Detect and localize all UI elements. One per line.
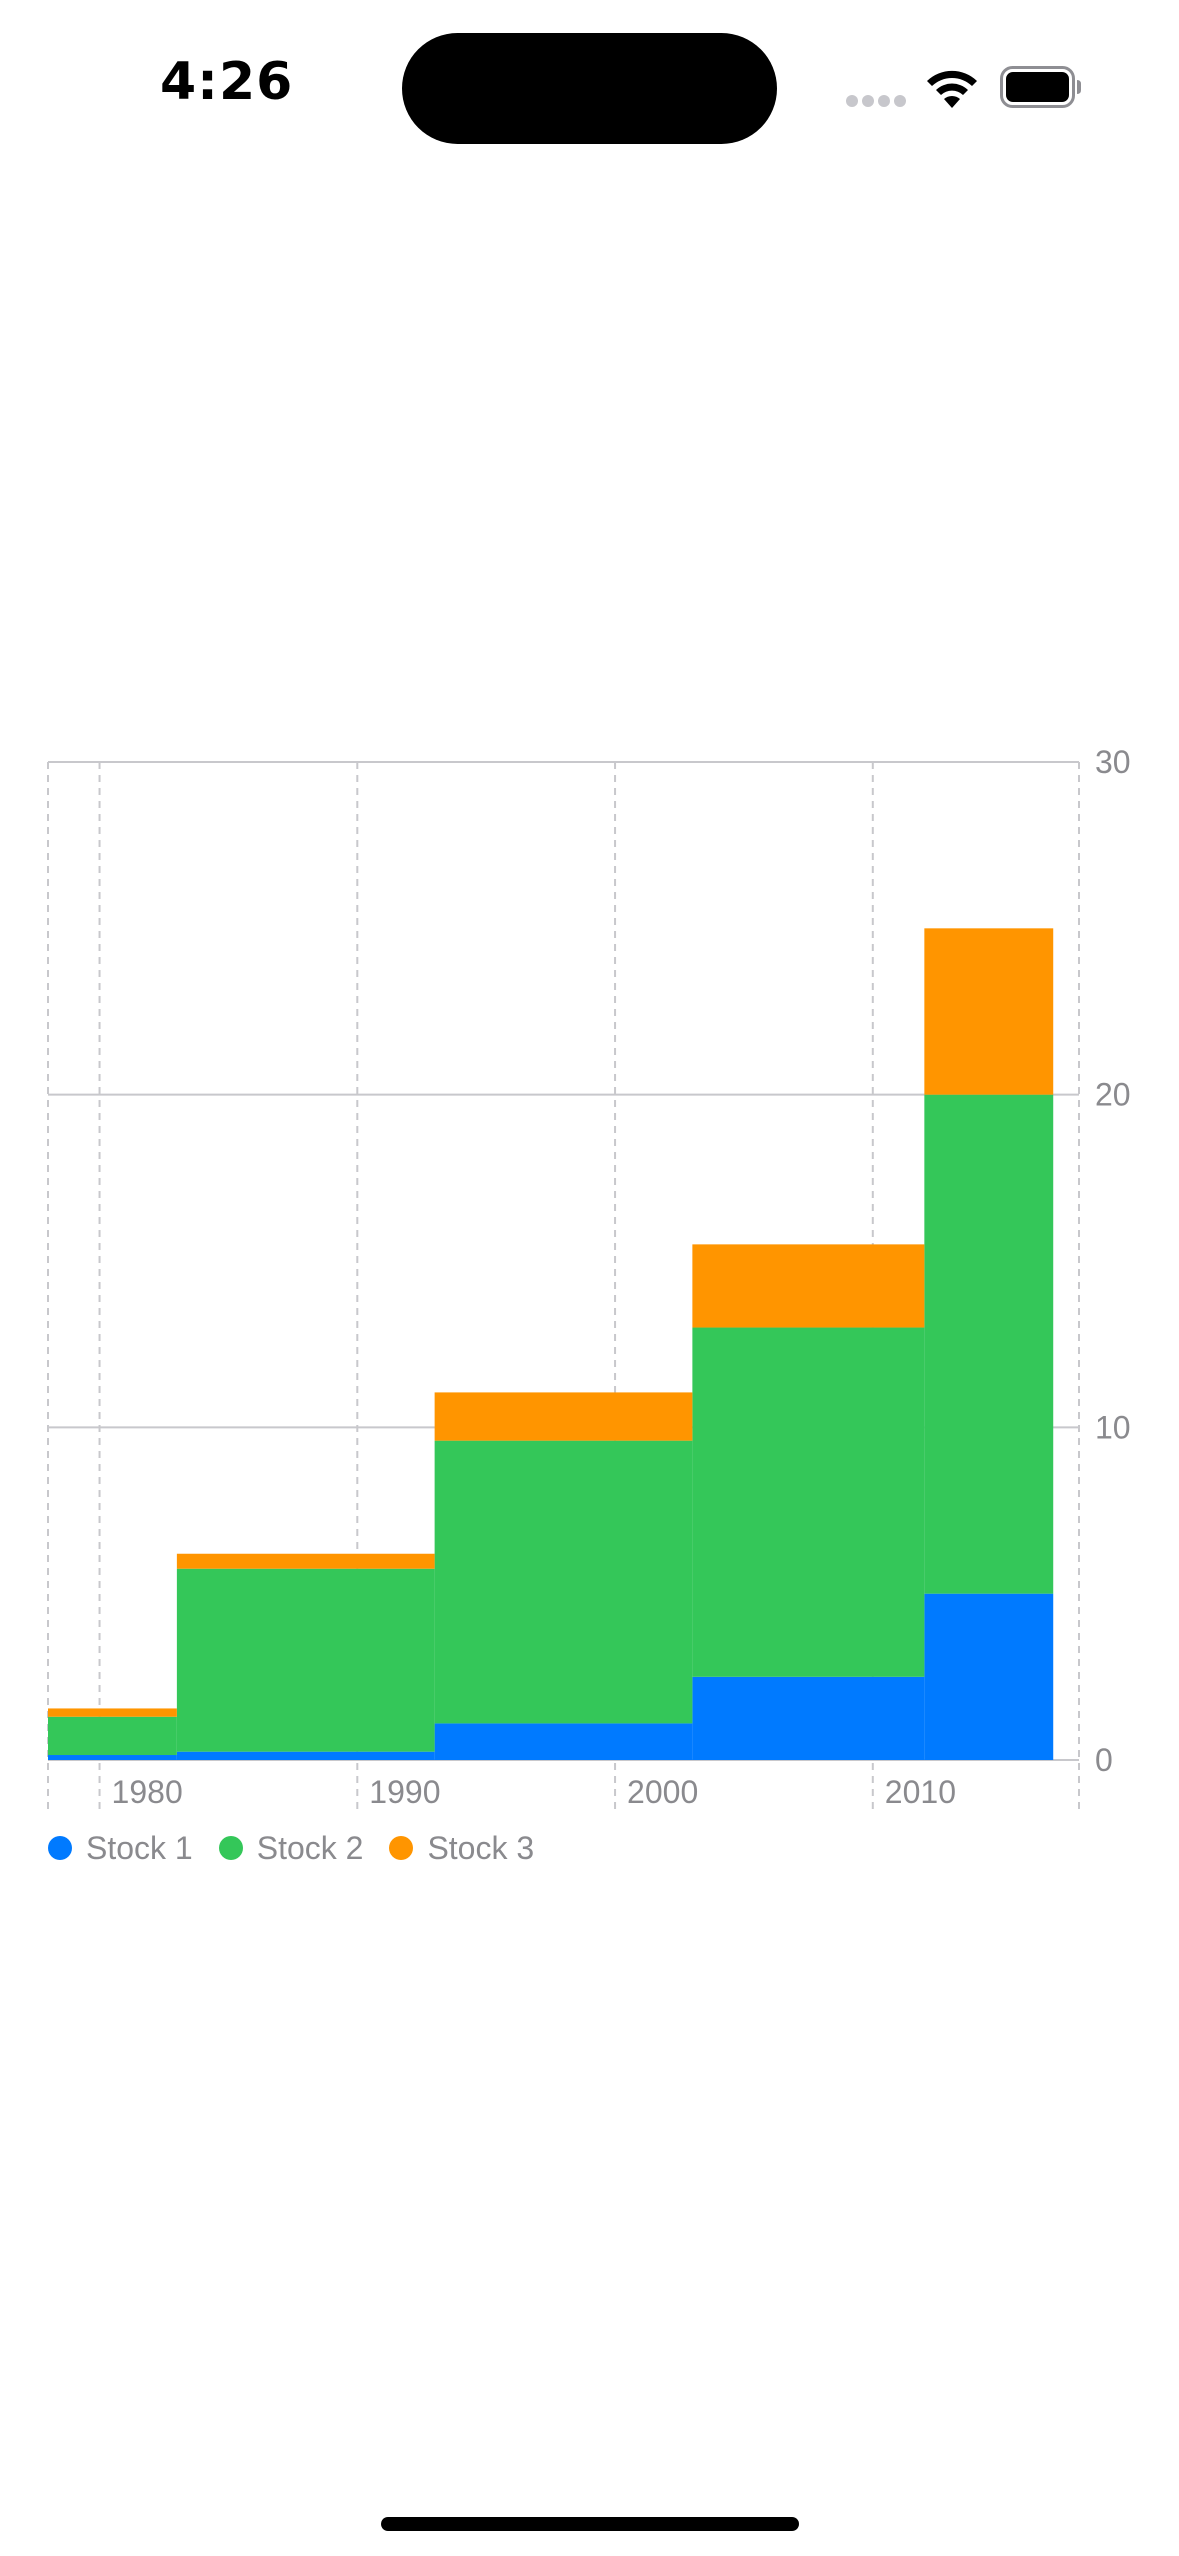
area-segment-stock-1 — [692, 1676, 925, 1760]
x-tick-label: 1980 — [112, 1774, 183, 1810]
battery-icon — [1000, 66, 1081, 108]
y-tick-label: 0 — [1095, 1742, 1113, 1778]
legend-label: Stock 3 — [427, 1829, 535, 1866]
legend-item: Stock 3 — [389, 1830, 534, 1867]
y-tick-label: 10 — [1095, 1409, 1131, 1445]
legend-item: Stock 1 — [48, 1830, 193, 1867]
area-segment-stock-2 — [924, 1094, 1054, 1594]
legend-swatch — [218, 1836, 243, 1860]
status-time: 4:26 — [160, 52, 294, 112]
area-segment-stock-2 — [48, 1716, 177, 1756]
status-bar: 4:26 — [0, 0, 1179, 180]
legend-swatch — [48, 1836, 72, 1860]
area-segment-stock-1 — [48, 1755, 177, 1760]
x-tick-label: 2010 — [885, 1774, 956, 1810]
area-segment-stock-2 — [176, 1568, 435, 1752]
chart-legend: Stock 1 Stock 2 Stock 3 — [48, 1826, 534, 1870]
x-axis-ticks: 1980 1990 2000 2010 — [112, 1774, 956, 1810]
y-tick-label: 30 — [1095, 744, 1131, 780]
area-segment-stock-1 — [176, 1751, 435, 1760]
x-tick-label: 1990 — [369, 1774, 440, 1810]
x-tick-label: 2000 — [627, 1774, 698, 1810]
chart-areas — [48, 928, 1054, 1760]
area-segment-stock-2 — [692, 1327, 925, 1677]
dynamic-island — [402, 33, 777, 144]
stacked-step-area-chart: 0 10 20 30 1980 1990 2000 2010 — [47, 744, 1131, 1810]
home-indicator[interactable] — [381, 2517, 799, 2531]
y-tick-label: 20 — [1095, 1077, 1131, 1113]
area-segment-stock-1 — [434, 1723, 693, 1760]
legend-item: Stock 2 — [218, 1829, 364, 1867]
cellular-signal-icon — [846, 95, 906, 107]
wifi-icon — [927, 70, 977, 108]
legend-label: Stock 2 — [256, 1829, 364, 1866]
area-segment-stock-3 — [692, 1244, 925, 1328]
area-segment-stock-3 — [176, 1553, 435, 1569]
area-segment-stock-2 — [434, 1440, 693, 1724]
area-segment-stock-1 — [924, 1593, 1054, 1760]
area-segment-stock-3 — [434, 1392, 693, 1441]
legend-swatch — [389, 1836, 414, 1860]
area-segment-stock-3 — [48, 1708, 177, 1717]
y-axis-ticks: 0 10 20 30 — [1095, 744, 1131, 1778]
legend-label: Stock 1 — [86, 1829, 193, 1866]
area-segment-stock-3 — [924, 928, 1054, 1095]
